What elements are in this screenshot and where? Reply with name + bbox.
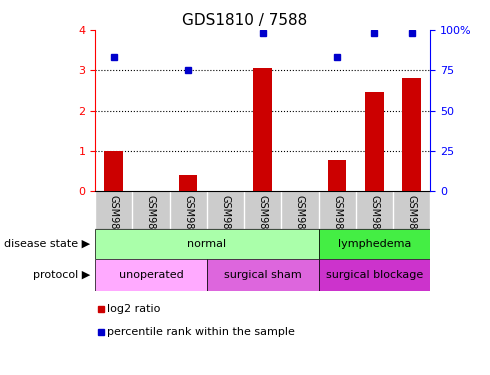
Text: unoperated: unoperated — [119, 270, 183, 280]
Bar — [207, 259, 318, 291]
Text: GDS1810 / 7588: GDS1810 / 7588 — [182, 13, 308, 28]
Text: GSM98890: GSM98890 — [220, 195, 230, 248]
Text: GSM98886: GSM98886 — [183, 195, 193, 248]
Text: normal: normal — [187, 239, 226, 249]
Text: surgical sham: surgical sham — [224, 270, 301, 280]
Text: disease state ▶: disease state ▶ — [4, 239, 90, 249]
Bar — [365, 93, 384, 191]
Text: protocol ▶: protocol ▶ — [33, 270, 90, 280]
Bar — [318, 229, 430, 259]
Text: GSM98884: GSM98884 — [109, 195, 119, 248]
Bar — [402, 78, 421, 191]
Bar — [95, 229, 318, 259]
Bar — [179, 175, 197, 191]
Text: GSM98892: GSM98892 — [295, 195, 305, 248]
Text: GSM98887: GSM98887 — [332, 195, 342, 248]
Text: lymphedema: lymphedema — [338, 239, 411, 249]
Text: GSM98888: GSM98888 — [369, 195, 379, 248]
Bar — [104, 151, 123, 191]
Text: GSM98891: GSM98891 — [258, 195, 268, 248]
Bar — [253, 68, 272, 191]
Text: percentile rank within the sample: percentile rank within the sample — [107, 327, 295, 337]
Bar — [95, 259, 207, 291]
Text: log2 ratio: log2 ratio — [107, 304, 161, 314]
Text: GSM98885: GSM98885 — [146, 195, 156, 248]
Bar — [318, 259, 430, 291]
Text: surgical blockage: surgical blockage — [326, 270, 423, 280]
Bar — [328, 160, 346, 191]
Text: GSM98889: GSM98889 — [407, 195, 416, 248]
